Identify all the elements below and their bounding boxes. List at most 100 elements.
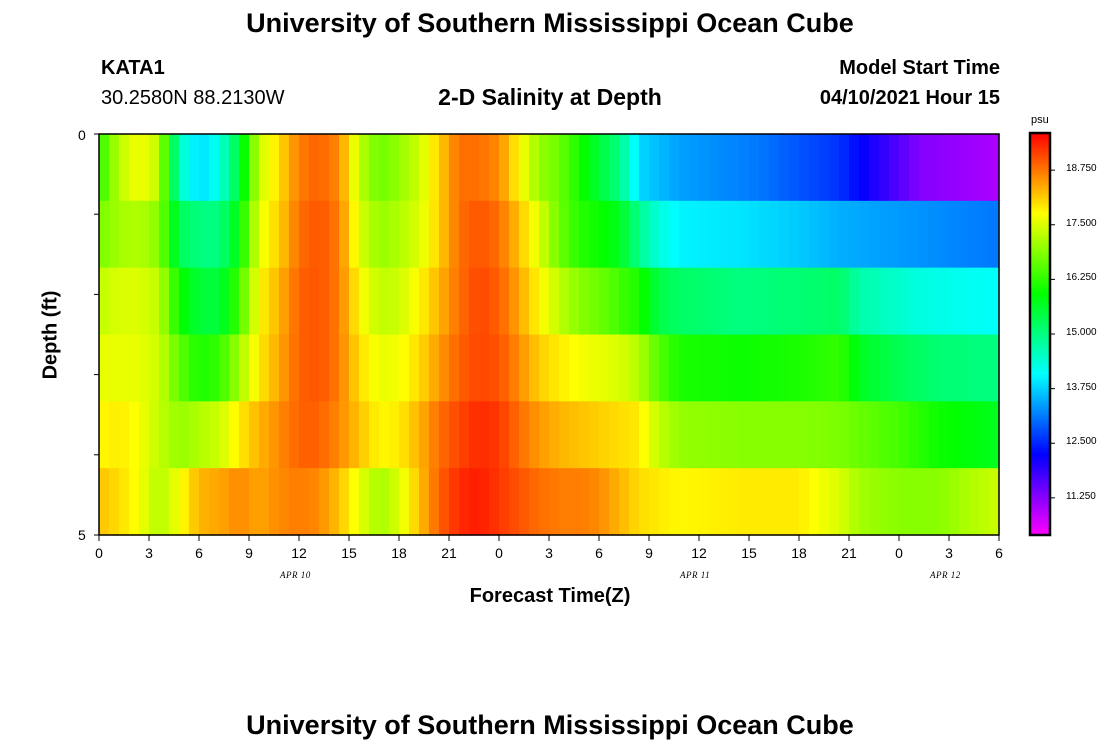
heatmap-cell bbox=[189, 334, 200, 402]
heatmap-cell bbox=[929, 134, 940, 202]
heatmap-cell bbox=[899, 200, 910, 269]
heatmap-cell bbox=[379, 267, 390, 336]
heatmap-cell bbox=[879, 200, 890, 269]
heatmap-cell bbox=[699, 401, 710, 469]
heatmap-cell bbox=[449, 468, 460, 536]
heatmap-cell bbox=[109, 134, 120, 202]
heatmap-cell bbox=[129, 334, 140, 402]
station-id: KATA1 bbox=[101, 57, 165, 79]
heatmap-cell bbox=[279, 267, 290, 336]
heatmap-cell bbox=[779, 134, 790, 202]
heatmap-cell bbox=[349, 267, 360, 336]
heatmap-cell bbox=[329, 401, 340, 469]
heatmap-cell bbox=[709, 401, 720, 469]
heatmap-cell bbox=[369, 468, 380, 536]
heatmap-cell bbox=[549, 134, 560, 202]
heatmap-cell bbox=[679, 468, 690, 536]
heatmap-cell bbox=[109, 267, 120, 336]
heatmap-cell bbox=[289, 134, 300, 202]
heatmap-cell bbox=[299, 334, 310, 402]
heatmap-cell bbox=[459, 134, 470, 202]
heatmap-cell bbox=[929, 334, 940, 402]
heatmap-cell bbox=[839, 200, 850, 269]
heatmap-cell bbox=[949, 468, 960, 536]
x-tick-label: 3 bbox=[545, 545, 553, 561]
heatmap-cell bbox=[199, 468, 210, 536]
heatmap-cell bbox=[949, 334, 960, 402]
heatmap-cell bbox=[699, 334, 710, 402]
heatmap-cell bbox=[649, 468, 660, 536]
x-tick-label: 0 bbox=[495, 545, 503, 561]
heatmap-cell bbox=[429, 267, 440, 336]
heatmap-cell bbox=[879, 267, 890, 336]
heatmap-cell bbox=[209, 267, 220, 336]
heatmap-cell bbox=[499, 401, 510, 469]
heatmap-cell bbox=[149, 267, 160, 336]
heatmap-cell bbox=[669, 334, 680, 402]
heatmap-cell bbox=[469, 401, 480, 469]
heatmap-cell bbox=[439, 267, 450, 336]
heatmap-cell bbox=[559, 401, 570, 469]
heatmap-cell bbox=[679, 334, 690, 402]
heatmap-cell bbox=[789, 134, 800, 202]
heatmap-cell bbox=[819, 200, 830, 269]
heatmap-cell bbox=[799, 468, 810, 536]
heatmap-cell bbox=[219, 468, 230, 536]
heatmap-cell bbox=[279, 468, 290, 536]
heatmap-cell bbox=[809, 401, 820, 469]
heatmap-cell bbox=[539, 468, 550, 536]
heatmap-cell bbox=[259, 468, 270, 536]
heatmap-cell bbox=[439, 334, 450, 402]
colorbar-tick-label: 17.500 bbox=[1066, 217, 1097, 229]
heatmap-cell bbox=[749, 334, 760, 402]
heatmap-cell bbox=[409, 334, 420, 402]
heatmap-cell bbox=[159, 200, 170, 269]
heatmap-cell bbox=[909, 200, 920, 269]
heatmap-cell bbox=[719, 468, 730, 536]
heatmap-cell bbox=[639, 267, 650, 336]
heatmap-cell bbox=[919, 334, 930, 402]
heatmap-cell bbox=[289, 267, 300, 336]
heatmap-cell bbox=[969, 401, 980, 469]
heatmap-cell bbox=[679, 200, 690, 269]
heatmap-cell bbox=[749, 200, 760, 269]
heatmap-cell bbox=[239, 267, 250, 336]
heatmap-cell bbox=[849, 200, 860, 269]
heatmap-cell bbox=[649, 267, 660, 336]
heatmap-cell bbox=[559, 134, 570, 202]
heatmap-cell bbox=[219, 134, 230, 202]
heatmap-cell bbox=[719, 134, 730, 202]
heatmap-cell bbox=[919, 401, 930, 469]
heatmap-cell bbox=[719, 334, 730, 402]
heatmap-cell bbox=[599, 334, 610, 402]
heatmap-cell bbox=[279, 401, 290, 469]
y-tick-label: 0 bbox=[78, 127, 86, 143]
heatmap-cell bbox=[429, 468, 440, 536]
heatmap-cell bbox=[339, 401, 350, 469]
heatmap-cell bbox=[139, 334, 150, 402]
heatmap-cell bbox=[869, 401, 880, 469]
heatmap-cell bbox=[469, 200, 480, 269]
heatmap-cell bbox=[549, 200, 560, 269]
heatmap-cell bbox=[359, 468, 370, 536]
heatmap-cell bbox=[289, 200, 300, 269]
heatmap-cell bbox=[769, 134, 780, 202]
heatmap-cell bbox=[879, 134, 890, 202]
heatmap-cell bbox=[469, 334, 480, 402]
x-axis-label: Forecast Time(Z) bbox=[469, 585, 631, 607]
heatmap-cell bbox=[239, 468, 250, 536]
heatmap-cell bbox=[389, 200, 400, 269]
heatmap-cell bbox=[899, 334, 910, 402]
heatmap-cell bbox=[549, 334, 560, 402]
heatmap-cell bbox=[509, 200, 520, 269]
heatmap-cell bbox=[789, 401, 800, 469]
heatmap-cell bbox=[259, 134, 270, 202]
heatmap-cell bbox=[139, 468, 150, 536]
heatmap-cell bbox=[289, 401, 300, 469]
x-tick-label: 6 bbox=[595, 545, 603, 561]
page-title: University of Southern Mississippi Ocean… bbox=[246, 8, 854, 38]
heatmap-cell bbox=[219, 267, 230, 336]
heatmap-cell bbox=[409, 468, 420, 536]
heatmap-cell bbox=[339, 267, 350, 336]
heatmap-cell bbox=[509, 401, 520, 469]
